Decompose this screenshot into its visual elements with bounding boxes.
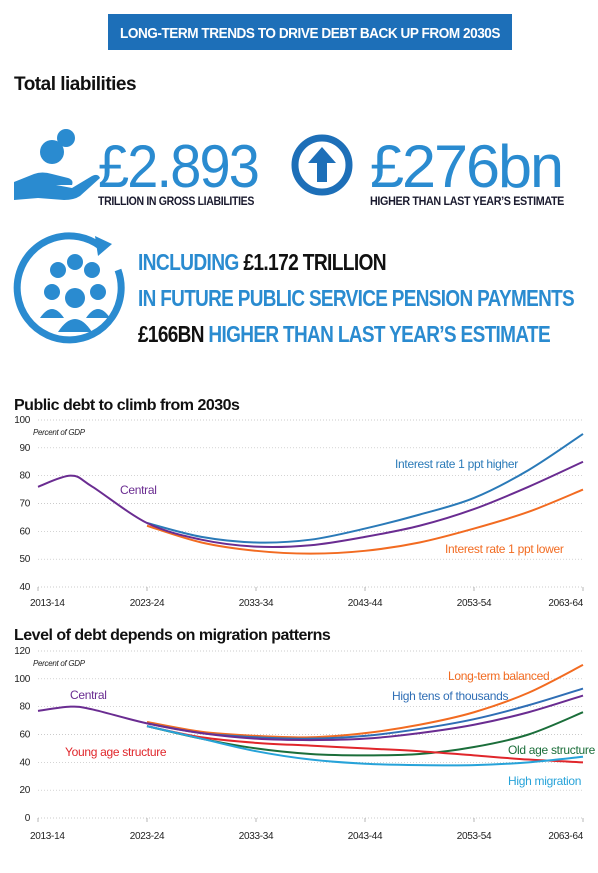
y-axis-label: Percent of GDP: [33, 659, 86, 668]
y-tick-label: 120: [14, 646, 31, 657]
series-label: Young age structure: [65, 745, 167, 759]
series-label: Interest rate 1 ppt higher: [395, 457, 518, 471]
pension-amount: £166BN: [138, 321, 204, 347]
x-tick-label: 2033-34: [239, 598, 274, 609]
x-tick-label: 2053-54: [457, 598, 492, 609]
y-tick-label: 50: [19, 554, 30, 565]
people-icon: [13, 232, 125, 344]
banner: LONG-TERM TRENDS TO DRIVE DEBT BACK UP F…: [120, 25, 500, 42]
pension-text: INCLUDING: [138, 249, 239, 275]
banner-box: [108, 14, 512, 50]
y-tick-label: 100: [14, 674, 31, 685]
pension-line: INCLUDING £1.172 TRILLION: [138, 249, 386, 275]
y-tick-label: 80: [19, 702, 30, 713]
y-tick-label: 90: [19, 443, 30, 454]
chart-title: Level of debt depends on migration patte…: [14, 627, 331, 644]
y-tick-label: 70: [19, 499, 30, 510]
series-label: Central: [120, 483, 157, 497]
x-tick-label: 2023-24: [130, 598, 165, 609]
series-line: [146, 725, 584, 767]
stat-caption: HIGHER THAN LAST YEAR’S ESTIMATE: [370, 194, 564, 208]
y-tick-label: 100: [14, 415, 31, 426]
y-tick-label: 60: [19, 730, 30, 741]
series-label: High migration: [508, 774, 581, 788]
y-tick-label: 60: [19, 526, 30, 537]
x-tick-label: 2063-64: [548, 598, 583, 609]
x-tick-label: 2053-54: [457, 831, 492, 842]
series-line: [146, 488, 584, 555]
series-line: [146, 687, 584, 740]
series-label: Old age structure: [508, 743, 596, 757]
series-line: [146, 725, 584, 764]
series-line: [146, 664, 584, 739]
stat-caption: TRILLION IN GROSS LIABILITIES: [98, 194, 254, 208]
series-line: [37, 460, 584, 549]
series-line: [146, 433, 584, 544]
up-arrow-icon: [291, 134, 353, 196]
series-label: Interest rate 1 ppt lower: [445, 542, 564, 556]
y-tick-label: 0: [25, 813, 31, 824]
pension-amount: £1.172 TRILLION: [243, 249, 386, 275]
pension-line: IN FUTURE PUBLIC SERVICE PENSION PAYMENT…: [138, 285, 574, 311]
x-tick-label: 2013-14: [30, 598, 65, 609]
x-tick-label: 2023-24: [130, 831, 165, 842]
x-tick-label: 2033-34: [239, 831, 274, 842]
coins-icon: [14, 129, 100, 200]
section-title: Total liabilities: [14, 74, 136, 95]
chart-title: Public debt to climb from 2030s: [14, 397, 240, 414]
y-tick-label: 80: [19, 471, 30, 482]
stat-value: £2.893: [98, 133, 258, 200]
y-tick-label: 20: [19, 785, 30, 796]
series-line: [37, 694, 584, 742]
pension-text: HIGHER THAN LAST YEAR’S ESTIMATE: [208, 321, 550, 347]
y-tick-label: 40: [19, 582, 30, 593]
x-tick-label: 2043-44: [348, 598, 383, 609]
series-label: Central: [70, 688, 107, 702]
series-label: Long-term balanced: [448, 669, 549, 683]
stat-value: £276bn: [370, 133, 562, 200]
y-axis-label: Percent of GDP: [33, 428, 86, 437]
series-label: High tens of thousands: [392, 689, 508, 703]
x-tick-label: 2063-64: [548, 831, 583, 842]
x-tick-label: 2043-44: [348, 831, 383, 842]
x-tick-label: 2013-14: [30, 831, 65, 842]
y-tick-label: 40: [19, 757, 30, 768]
pension-line: £166BN HIGHER THAN LAST YEAR’S ESTIMATE: [138, 321, 550, 347]
